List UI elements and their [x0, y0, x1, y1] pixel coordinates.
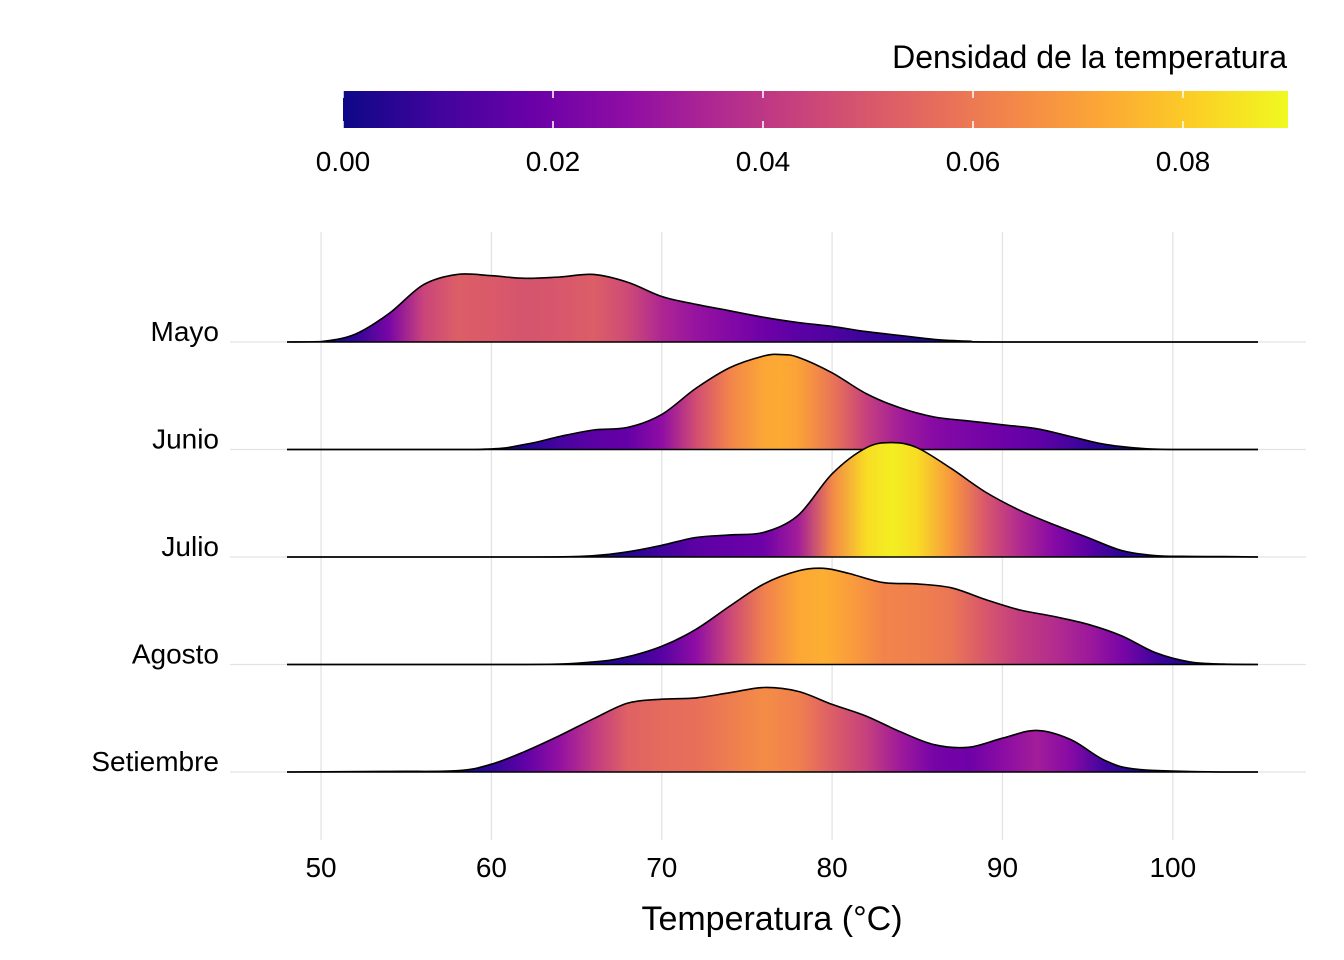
ridge-area-mayo [287, 273, 1258, 342]
ridge-outline-mayo [286, 273, 1258, 343]
category-label: Agosto [132, 639, 219, 670]
x-tick-label: 100 [1149, 852, 1196, 883]
legend-ticks: 0.00 0.02 0.04 0.06 0.08 [316, 91, 1211, 177]
color-legend: Densidad de la temperatura 0.00 0.02 0.04 0… [316, 39, 1288, 177]
legend-tick-label: 0.02 [526, 146, 581, 177]
ridge-area-setiembre [287, 687, 1258, 772]
x-axis-title: Temperatura (°C) [641, 900, 902, 938]
ridge-outline-agosto [287, 567, 1259, 666]
ridge-outline-setiembre [286, 686, 1258, 773]
legend-tick-label: 0.04 [736, 146, 791, 177]
category-label: Junio [152, 424, 219, 455]
ridges [286, 273, 1259, 773]
x-tick-label: 90 [987, 852, 1018, 883]
x-axis: 50 60 70 80 90 100 [305, 852, 1196, 883]
category-label: Setiembre [91, 746, 219, 777]
category-labels: Mayo Junio Julio Agosto Setiembre [91, 316, 219, 777]
legend-title: Densidad de la temperatura [892, 39, 1287, 75]
ridge-area-julio [287, 442, 1258, 557]
legend-tick-label: 0.00 [316, 146, 371, 177]
ridge-area-agosto [287, 568, 1258, 665]
legend-tick-label: 0.06 [946, 146, 1001, 177]
x-tick-label: 70 [646, 852, 677, 883]
x-tick-label: 60 [476, 852, 507, 883]
legend-tick-label: 0.08 [1156, 146, 1211, 177]
legend-colorbar [343, 91, 1288, 128]
category-label: Julio [161, 531, 219, 562]
x-tick-label: 50 [305, 852, 336, 883]
ridge-area-junio [287, 354, 1258, 450]
category-label: Mayo [151, 316, 219, 347]
ridge-outline-julio [286, 441, 1259, 558]
x-tick-label: 80 [817, 852, 848, 883]
ridge-outline-junio [287, 353, 1258, 451]
